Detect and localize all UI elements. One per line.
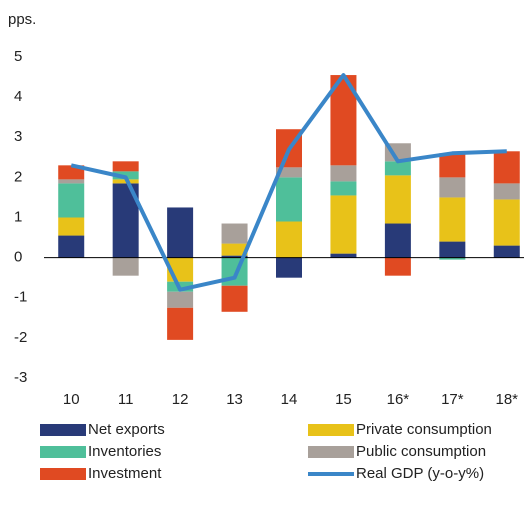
bar-segment [276, 177, 302, 222]
bar-segment [330, 253, 357, 258]
y-tick-label: 3 [14, 128, 22, 145]
bar-segment [221, 255, 248, 258]
bar-segment [493, 199, 520, 246]
line [70, 73, 507, 292]
y-tick-label: -3 [14, 369, 27, 386]
bar-segment [439, 241, 466, 258]
legend-swatch [40, 424, 86, 436]
bar-segment [167, 291, 194, 308]
bar-segment [58, 235, 85, 258]
bar-segment [276, 167, 302, 178]
bar-segment [58, 217, 85, 236]
legend-swatch [308, 446, 354, 458]
legend-label: Public consumption [356, 443, 486, 460]
bar-segment [384, 175, 411, 224]
x-tick-label: 15 [335, 391, 352, 408]
bar-segment [58, 183, 85, 218]
bar-segment [167, 207, 194, 258]
y-tick-label: 0 [14, 249, 22, 266]
legend-swatch [40, 468, 86, 480]
x-tick-label: 11 [118, 391, 134, 408]
bar-segment [276, 257, 302, 278]
y-tick-label: 2 [14, 168, 22, 185]
bar-segment [58, 165, 85, 180]
bar-segment [330, 165, 357, 182]
legend-swatch [308, 424, 354, 436]
x-tick-label: 16* [387, 391, 410, 408]
bar-segment [221, 243, 248, 256]
legend-label: Inventories [88, 443, 161, 460]
bar-segment [330, 181, 357, 196]
y-tick-label: 4 [14, 88, 22, 105]
bar-segment [276, 221, 302, 258]
bar-segment [112, 161, 139, 172]
y-tick-label: -2 [14, 329, 27, 346]
bar-segment [439, 153, 466, 178]
x-tick-label: 13 [226, 391, 243, 408]
legend-label: Net exports [88, 421, 165, 438]
bar-segment [384, 257, 411, 276]
bar-segment [493, 151, 520, 184]
bar-segment [384, 223, 411, 258]
bar-segment [493, 245, 520, 258]
y-tick-label: 1 [14, 208, 22, 225]
bar-segment [493, 183, 520, 200]
bar-segment [439, 257, 466, 260]
legend-label: Real GDP (y-o-y%) [356, 465, 484, 482]
bar-segment [439, 197, 466, 242]
bar-segment [439, 177, 466, 198]
bar-segment [221, 285, 248, 312]
legend-label: Private consumption [356, 421, 492, 438]
y-axis-label: pps. [8, 11, 36, 28]
y-tick-label: -1 [14, 289, 27, 306]
bar-segment [167, 307, 194, 340]
x-tick-label: 18* [496, 391, 519, 408]
x-tick-label: 14 [281, 391, 298, 408]
bar-segment [112, 257, 139, 276]
x-tick-label: 10 [63, 391, 80, 408]
bar-segment [58, 179, 85, 184]
bar-segment [330, 195, 357, 254]
bar-segment [384, 161, 411, 176]
x-tick-label: 12 [172, 391, 189, 408]
legend-label: Investment [88, 465, 162, 482]
y-tick-label: 5 [14, 48, 22, 65]
legend-swatch [40, 446, 86, 458]
bar-segment [221, 223, 248, 244]
x-tick-label: 17* [441, 391, 464, 408]
